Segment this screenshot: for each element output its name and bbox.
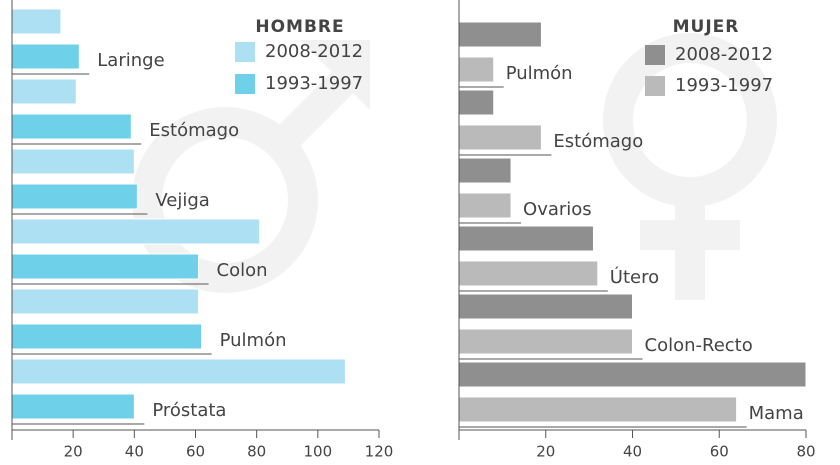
legend-swatch	[235, 42, 255, 62]
legend-swatch	[645, 45, 665, 65]
bar	[458, 260, 599, 287]
bar	[458, 396, 738, 423]
category-label: Próstata	[152, 400, 226, 421]
x-tick-label: 60	[186, 443, 205, 461]
category-label: Colon	[217, 260, 268, 281]
category-label: Vejiga	[155, 190, 209, 211]
bar	[11, 253, 200, 280]
x-tick-label: 60	[710, 443, 729, 461]
bar	[11, 393, 135, 420]
bar	[11, 78, 77, 105]
bar	[458, 361, 807, 388]
background-symbols	[132, 33, 777, 300]
bar	[458, 56, 495, 83]
x-tick-label: 20	[536, 443, 555, 461]
x-tick-label: 40	[623, 443, 642, 461]
x-tick-label: 100	[304, 443, 333, 461]
bar	[11, 8, 62, 35]
bar	[458, 89, 495, 116]
legend-label: 2008-2012	[265, 41, 363, 62]
bar	[458, 225, 594, 252]
bar	[11, 358, 346, 385]
bar	[11, 148, 135, 175]
chart-title: HOMBRE	[255, 17, 344, 37]
legend-label: 1993-1997	[265, 73, 363, 94]
bar	[458, 21, 542, 48]
category-label: Ovarios	[523, 199, 592, 220]
bar	[458, 192, 512, 219]
bar	[11, 323, 203, 350]
chart-title: MUJER	[673, 17, 740, 37]
x-tick-label: 120	[365, 443, 394, 461]
bar	[11, 288, 200, 315]
bar	[458, 293, 633, 320]
x-tick-label: 80	[796, 443, 815, 461]
category-label: Pulmón	[506, 63, 573, 84]
x-tick-label: 80	[247, 443, 266, 461]
bar	[11, 183, 138, 210]
legend-label: 2008-2012	[675, 44, 773, 65]
category-label: Útero	[610, 266, 659, 288]
bar	[11, 113, 132, 140]
category-label: Colon-Recto	[645, 335, 753, 356]
x-tick-label: 20	[64, 443, 83, 461]
bar	[11, 218, 261, 245]
category-label: Pulmón	[220, 330, 287, 351]
bar	[458, 157, 512, 184]
legend-swatch	[645, 76, 665, 96]
bar	[458, 124, 542, 151]
category-label: Estómago	[149, 120, 239, 141]
legend-label: 1993-1997	[675, 75, 773, 96]
legend-swatch	[235, 74, 255, 94]
category-label: Laringe	[97, 50, 164, 71]
bar	[458, 328, 633, 355]
category-label: Estómago	[553, 131, 643, 152]
bar	[11, 43, 80, 70]
x-tick-label: 40	[125, 443, 144, 461]
category-label: Mama	[749, 403, 804, 424]
